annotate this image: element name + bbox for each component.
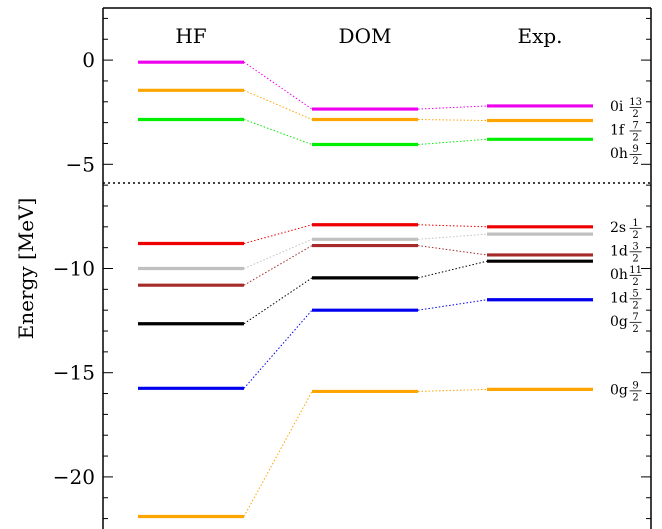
level-connector xyxy=(417,224,488,228)
level-connector xyxy=(417,299,488,311)
level-label-denominator: 2 xyxy=(632,156,638,167)
level-label-numerator: 9 xyxy=(632,144,638,155)
y-axis-title: Energy [MeV] xyxy=(14,198,38,340)
column-header: Exp. xyxy=(517,24,562,48)
level-label: 0i xyxy=(610,99,624,115)
level-connector xyxy=(243,238,313,269)
level-label-denominator: 2 xyxy=(632,392,638,403)
connectors xyxy=(243,61,488,517)
level-connector xyxy=(243,309,313,389)
level-connector xyxy=(417,245,488,256)
level-label-denominator: 2 xyxy=(632,230,638,241)
level-connector xyxy=(243,119,313,145)
level-label: 0g xyxy=(610,382,628,398)
level-label: 1d xyxy=(610,290,628,306)
level-connector xyxy=(243,391,313,517)
level-label: 1d xyxy=(610,243,628,259)
level-connector xyxy=(417,105,488,110)
column-header: DOM xyxy=(339,24,392,48)
level-label-denominator: 2 xyxy=(632,277,638,288)
level-connector xyxy=(243,61,313,110)
levels xyxy=(138,60,593,519)
level-label: 0g xyxy=(610,314,628,330)
level-label-numerator: 1 xyxy=(632,218,638,229)
level-label-numerator: 11 xyxy=(629,265,642,276)
level-label-denominator: 2 xyxy=(632,253,638,264)
y-tick-label: 0 xyxy=(82,48,95,72)
level-label-denominator: 2 xyxy=(632,132,638,143)
level-label-numerator: 9 xyxy=(632,380,638,391)
level-label-numerator: 3 xyxy=(632,241,638,252)
level-label: 1f xyxy=(610,122,626,138)
level-label-numerator: 13 xyxy=(629,97,642,108)
level-label-numerator: 5 xyxy=(632,288,638,299)
level-label: 2s xyxy=(610,220,626,236)
level-connector xyxy=(417,233,488,240)
level-label-numerator: 7 xyxy=(632,120,638,131)
y-axis-ticks xyxy=(103,17,651,520)
level-connector xyxy=(243,224,313,244)
y-tick-label: −20 xyxy=(53,465,95,489)
level-label-numerator: 7 xyxy=(632,312,638,323)
level-label-denominator: 2 xyxy=(632,324,638,335)
column-header: HF xyxy=(175,24,206,48)
y-tick-label: −5 xyxy=(66,152,95,176)
level-connector xyxy=(417,138,488,146)
level-connector xyxy=(417,118,488,122)
level-label: 0h xyxy=(610,146,628,162)
level-label-denominator: 2 xyxy=(632,109,638,120)
level-label: 0h xyxy=(610,267,628,283)
level-connector xyxy=(243,89,313,120)
level-label-denominator: 2 xyxy=(632,300,638,311)
level-connector xyxy=(417,388,488,392)
level-connector xyxy=(243,245,313,286)
y-tick-label: −10 xyxy=(53,257,95,281)
level-connector xyxy=(417,260,488,279)
level-connector xyxy=(243,277,313,325)
y-tick-label: −15 xyxy=(53,361,95,385)
